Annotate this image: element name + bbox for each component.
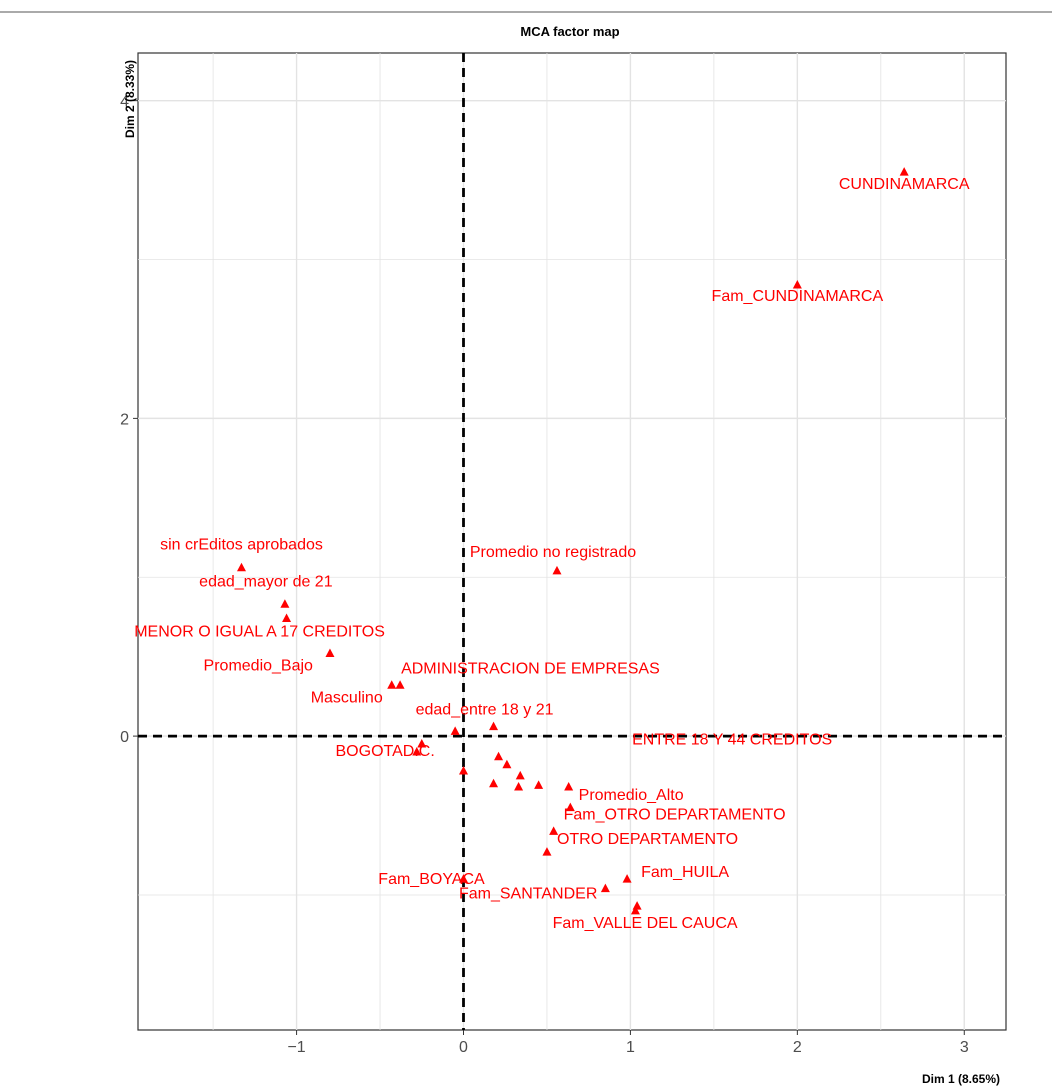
x-tick-label: 3 (960, 1039, 969, 1056)
point-label: Promedio no registrado (470, 544, 636, 561)
point-marker (282, 613, 292, 623)
point-marker (534, 780, 544, 789)
point-marker (459, 874, 468, 883)
point-marker (459, 766, 468, 775)
point-marker (494, 751, 504, 761)
point-marker (489, 778, 499, 788)
plot-panel (137, 52, 1007, 1031)
grid (138, 53, 1006, 1030)
point-marker (502, 759, 512, 769)
point-label: BOGOTAD.C. (336, 743, 435, 760)
point-marker (489, 721, 499, 731)
point-labels: CUNDINAMARCA Fam_CUNDINAMARCA Promedio no … (134, 176, 970, 932)
point-label: sin crEditos aprobados (160, 537, 323, 554)
point-label: edad_entre 18 y 21 (416, 702, 554, 719)
point-label: Masculino (311, 689, 383, 706)
point-label: edad_mayor de 21 (199, 573, 333, 590)
point-label: ADMINISTRACION DE EMPRESAS (401, 660, 660, 677)
point-marker (600, 883, 610, 893)
x-tick-label: −1 (287, 1039, 305, 1056)
point-label: Fam_BOYACA (378, 871, 485, 888)
point-label: Promedio_Alto (579, 787, 684, 804)
point-marker (549, 826, 559, 835)
point-marker (395, 680, 405, 689)
point-marker (387, 680, 397, 689)
point-marker (622, 874, 632, 883)
point-label: Promedio_Bajo (204, 657, 314, 674)
points (236, 167, 909, 915)
x-tick-label: 0 (459, 1039, 468, 1056)
ticks: −1 0 1 2 3 0 2 4 (120, 94, 969, 1056)
chart-title: MCA factor map (520, 24, 620, 39)
y-tick-label: 2 (120, 411, 129, 428)
point-marker (236, 562, 246, 572)
point-label: Fam_OTRO DEPARTAMENTO (564, 806, 786, 823)
point-marker (417, 739, 427, 748)
x-tick-label: 1 (626, 1039, 635, 1056)
point-marker (565, 802, 575, 812)
y-tick-label: 4 (120, 94, 129, 111)
point-marker (280, 599, 290, 608)
point-label: Fam_CUNDINAMARCA (712, 288, 884, 305)
reference-lines (138, 53, 1006, 1030)
point-label: Fam_VALLE DEL CAUCA (553, 915, 738, 932)
point-label: OTRO DEPARTAMENTO (557, 831, 738, 848)
point-label: ENTRE 18 Y 44 CREDITOS (632, 731, 832, 748)
point-marker (899, 167, 909, 176)
point-label: CUNDINAMARCA (839, 176, 970, 193)
point-marker (450, 726, 460, 735)
point-marker (552, 565, 562, 575)
point-label: Fam_SANTANDER (459, 886, 597, 903)
y-tick-label: 0 (120, 729, 129, 746)
top-border (0, 11, 1052, 13)
point-marker (542, 847, 552, 856)
point-marker (792, 279, 802, 289)
point-label: Fam_HUILA (641, 864, 729, 881)
point-marker (630, 905, 640, 915)
y-axis-label: Dim 2 (8.33%) (123, 60, 137, 138)
x-tick-label: 2 (793, 1039, 802, 1056)
x-axis-label: Dim 1 (8.65%) (922, 1072, 1000, 1086)
point-label: MENOR O IGUAL A 17 CREDITOS (134, 624, 385, 641)
point-marker (515, 770, 525, 780)
point-marker (564, 781, 574, 791)
point-marker (514, 781, 524, 791)
point-marker (412, 746, 422, 756)
point-marker (325, 648, 335, 657)
